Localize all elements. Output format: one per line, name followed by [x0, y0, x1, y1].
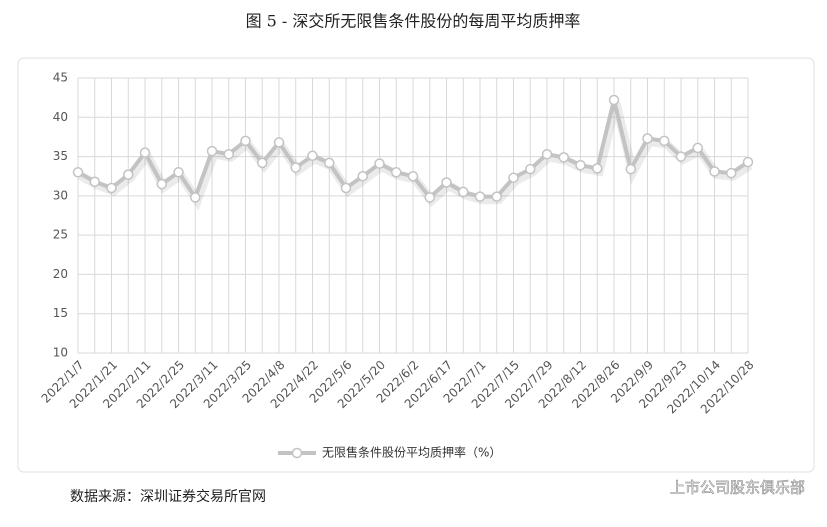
point-marker — [173, 167, 184, 178]
point-marker — [290, 162, 301, 173]
point-marker — [458, 186, 469, 198]
point-marker — [709, 166, 720, 177]
y-tick-label: 25 — [53, 228, 68, 242]
y-tick-label: 35 — [53, 149, 68, 163]
point-marker — [441, 177, 452, 188]
y-tick-label: 15 — [53, 306, 68, 320]
point-marker — [190, 192, 201, 203]
point-marker — [726, 167, 737, 179]
point-marker — [240, 135, 251, 147]
point-marker — [625, 163, 636, 175]
point-marker — [324, 157, 335, 169]
point-marker — [206, 145, 218, 157]
y-tick-label: 45 — [53, 71, 68, 85]
source: 数据来源：深圳证券交易所官网 — [70, 488, 266, 505]
legend-label: 无限售条件股份平均质押率（%） — [322, 445, 501, 460]
point-marker — [106, 182, 117, 194]
legend-marker — [291, 447, 303, 459]
point-marker — [123, 169, 134, 180]
point-marker — [642, 133, 653, 144]
point-marker — [541, 148, 553, 160]
y-tick-label: 30 — [53, 188, 68, 202]
point-marker — [508, 172, 519, 184]
point-marker — [223, 148, 234, 160]
y-tick-label: 10 — [53, 346, 68, 360]
point-marker — [474, 191, 486, 202]
point-marker — [742, 156, 754, 168]
point-marker — [307, 150, 318, 162]
point-marker — [424, 192, 435, 203]
watermark: 上市公司股东俱乐部 — [670, 479, 805, 497]
point-marker — [89, 176, 100, 187]
chart-frame — [17, 57, 815, 473]
point-marker — [692, 142, 703, 154]
point-marker — [675, 151, 687, 162]
point-marker — [491, 191, 502, 202]
point-marker — [357, 170, 368, 182]
point-marker — [575, 159, 586, 171]
y-tick-label: 40 — [53, 110, 68, 124]
point-marker — [72, 167, 84, 178]
point-marker — [156, 178, 167, 190]
point-marker — [558, 152, 569, 163]
point-marker — [659, 135, 670, 147]
point-marker — [273, 137, 285, 148]
point-marker — [340, 182, 352, 194]
point-marker — [407, 170, 419, 182]
point-marker — [525, 163, 536, 175]
point-marker — [257, 157, 268, 169]
y-tick-label: 20 — [53, 267, 68, 281]
chart-title: 图 5 - 深交所无限售条件股份的每周平均质押率 — [246, 12, 581, 31]
point-marker — [592, 163, 603, 174]
point-marker — [374, 158, 385, 169]
point-marker — [391, 167, 402, 178]
point-marker — [139, 147, 151, 158]
point-marker — [608, 94, 620, 106]
